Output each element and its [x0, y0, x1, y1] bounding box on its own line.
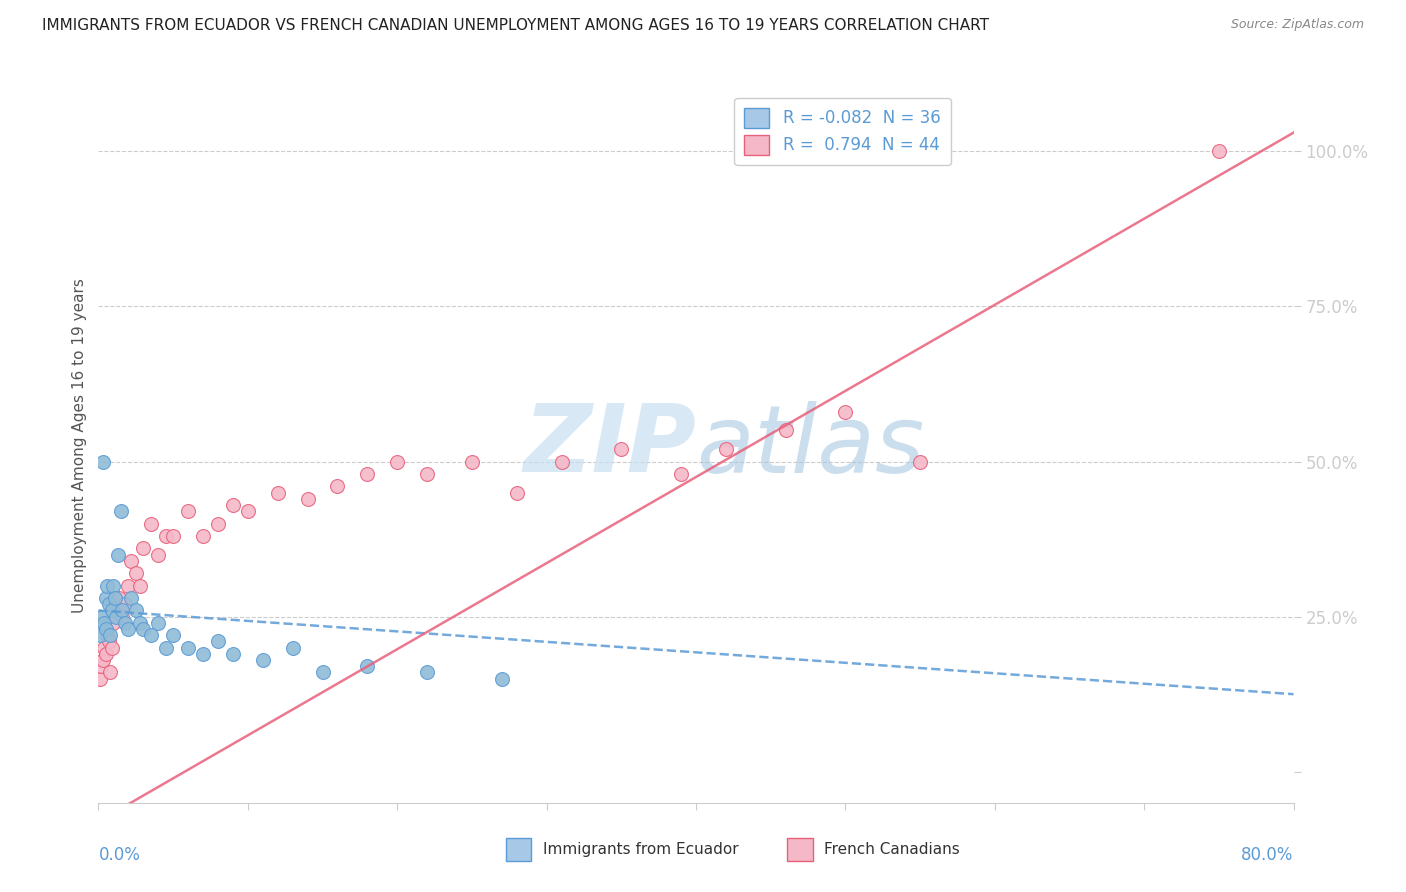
Text: French Canadians: French Canadians: [824, 842, 960, 857]
Point: [550, 454, 572, 468]
Point: [111, 609, 134, 624]
Point: [97, 634, 120, 648]
Point: [155, 529, 177, 543]
Point: [104, 591, 127, 605]
Point: [148, 548, 170, 562]
Point: [162, 529, 184, 543]
Point: [93, 640, 115, 655]
Point: [222, 647, 245, 661]
Point: [311, 665, 333, 680]
Point: [129, 579, 152, 593]
Point: [267, 485, 290, 500]
Text: 80.0%: 80.0%: [1241, 846, 1294, 863]
FancyBboxPatch shape: [787, 838, 813, 861]
Point: [207, 634, 229, 648]
Point: [91, 454, 114, 468]
Legend: R = -0.082  N = 36, R =  0.794  N = 44: R = -0.082 N = 36, R = 0.794 N = 44: [734, 97, 950, 165]
Point: [94, 591, 117, 605]
Point: [93, 615, 115, 630]
Point: [103, 579, 125, 593]
Point: [775, 424, 797, 438]
Point: [908, 454, 931, 468]
Point: [90, 659, 112, 673]
Y-axis label: Unemployment Among Ages 16 to 19 years: Unemployment Among Ages 16 to 19 years: [72, 278, 87, 614]
Text: Source: ZipAtlas.com: Source: ZipAtlas.com: [1230, 18, 1364, 31]
Point: [110, 504, 132, 518]
Point: [108, 591, 131, 605]
Point: [281, 640, 304, 655]
Point: [491, 672, 513, 686]
Point: [148, 615, 170, 630]
Point: [105, 609, 128, 624]
Point: [120, 554, 142, 568]
Point: [89, 672, 111, 686]
Point: [111, 603, 134, 617]
Point: [356, 659, 378, 673]
Point: [297, 491, 319, 506]
Point: [506, 485, 529, 500]
Point: [132, 541, 155, 556]
Point: [101, 640, 124, 655]
Point: [610, 442, 633, 456]
Point: [90, 609, 112, 624]
Point: [107, 548, 129, 562]
Point: [326, 479, 349, 493]
Text: ZIP: ZIP: [523, 400, 696, 492]
Point: [191, 529, 214, 543]
Point: [100, 665, 122, 680]
Point: [117, 622, 139, 636]
Point: [252, 653, 274, 667]
Point: [114, 597, 136, 611]
Point: [207, 516, 229, 531]
Point: [125, 603, 148, 617]
Point: [191, 647, 214, 661]
FancyBboxPatch shape: [506, 838, 531, 861]
Text: 0.0%: 0.0%: [98, 846, 141, 863]
Point: [129, 615, 152, 630]
Point: [132, 622, 155, 636]
Point: [89, 628, 111, 642]
Point: [162, 628, 184, 642]
Point: [100, 628, 122, 642]
Point: [105, 603, 128, 617]
Point: [236, 504, 259, 518]
Point: [385, 454, 409, 468]
Point: [177, 640, 200, 655]
Point: [139, 516, 162, 531]
Point: [1208, 145, 1230, 159]
Point: [120, 591, 142, 605]
Point: [94, 622, 117, 636]
Point: [94, 647, 117, 661]
Point: [96, 628, 118, 642]
Point: [714, 442, 737, 456]
Point: [125, 566, 148, 581]
Point: [117, 579, 139, 593]
Point: [101, 603, 124, 617]
Point: [96, 579, 118, 593]
Point: [461, 454, 484, 468]
Point: [416, 467, 439, 481]
Point: [834, 405, 856, 419]
Point: [416, 665, 439, 680]
Point: [669, 467, 692, 481]
Point: [177, 504, 200, 518]
Point: [91, 653, 114, 667]
Point: [155, 640, 177, 655]
Text: atlas: atlas: [696, 401, 924, 491]
Point: [114, 615, 136, 630]
Point: [97, 597, 120, 611]
Text: IMMIGRANTS FROM ECUADOR VS FRENCH CANADIAN UNEMPLOYMENT AMONG AGES 16 TO 19 YEAR: IMMIGRANTS FROM ECUADOR VS FRENCH CANADI…: [42, 18, 990, 33]
Point: [222, 498, 245, 512]
Text: Immigrants from Ecuador: Immigrants from Ecuador: [543, 842, 738, 857]
Point: [103, 615, 125, 630]
Point: [139, 628, 162, 642]
Point: [356, 467, 378, 481]
